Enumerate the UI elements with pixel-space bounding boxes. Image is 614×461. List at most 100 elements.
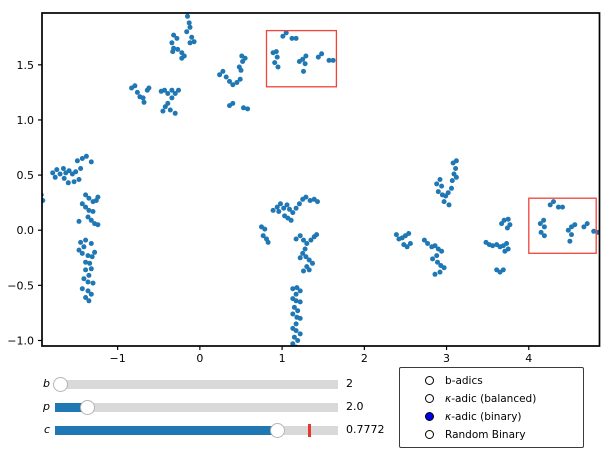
scatter-point <box>169 87 175 93</box>
scatter-point <box>500 267 506 273</box>
scatter-point <box>453 158 459 164</box>
scatter-point <box>293 236 299 242</box>
scatter-point <box>295 308 301 314</box>
scatter-point <box>505 216 511 222</box>
scatter-point <box>169 95 175 101</box>
scatter-point <box>76 247 82 253</box>
slider-handle-c[interactable] <box>269 423 285 438</box>
scatter-point <box>187 24 193 30</box>
slider-track-b[interactable] <box>52 377 338 392</box>
scatter-point <box>83 259 89 265</box>
scatter-point <box>297 315 303 321</box>
slider-label-p: p <box>43 400 50 413</box>
scatter-point <box>79 201 85 207</box>
scatter-point <box>260 233 266 239</box>
scatter-point <box>276 209 282 214</box>
scatter-point <box>300 56 306 62</box>
scatter-point <box>293 298 299 304</box>
legend: b-adics κ-adic (balanced) κ-adic (binary… <box>399 367 584 448</box>
x-tick-label: 0 <box>196 352 203 365</box>
slider-row-c: c 0.7772 <box>0 422 614 438</box>
scatter-point <box>445 190 451 196</box>
scatter-point <box>95 194 101 200</box>
legend-item-kadic-binary: κ-adic (binary) <box>400 408 583 426</box>
slider-handle-p[interactable] <box>80 400 95 415</box>
scatter-point <box>275 64 281 70</box>
scatter-point <box>296 201 302 207</box>
scatter-point <box>66 168 72 174</box>
scatter-point <box>167 107 173 113</box>
scatter-point <box>74 158 80 164</box>
scatter-point <box>85 288 91 294</box>
scatter-point <box>217 72 223 78</box>
legend-label: Random Binary <box>445 428 526 441</box>
scatter-point <box>162 104 168 110</box>
scatter-point <box>160 108 166 114</box>
scatter-point <box>434 253 440 259</box>
scatter-point <box>303 194 309 200</box>
scatter-point <box>547 202 553 208</box>
scatter-point <box>86 298 92 304</box>
scatter-point <box>227 78 232 84</box>
scatter-point <box>76 177 82 182</box>
axes-frame <box>41 12 601 347</box>
scatter-point <box>304 241 310 246</box>
x-tick-label: 2 <box>361 352 368 365</box>
legend-label: b-adics <box>445 374 483 387</box>
scatter-point <box>293 291 299 297</box>
scatter-point <box>278 201 283 207</box>
scatter-point <box>174 35 180 41</box>
scatter-point <box>283 30 289 36</box>
x-tick-label: 4 <box>525 352 532 365</box>
scatter-point <box>407 241 413 246</box>
scatter-point <box>76 218 82 224</box>
scatter-point <box>572 222 578 228</box>
scatter-point <box>169 40 175 46</box>
scatter-point <box>189 34 195 40</box>
scatter-point <box>88 217 94 223</box>
y-tick-label: 1.0 <box>17 114 35 127</box>
scatter-point <box>184 29 190 35</box>
scatter-point <box>293 328 299 334</box>
scatter-point <box>83 295 89 300</box>
y-tick-label: −0.5 <box>7 279 34 292</box>
scatter-point <box>83 153 89 159</box>
slider-handle-b[interactable] <box>52 377 68 392</box>
scatter-point <box>591 228 597 234</box>
scatter-point <box>291 334 297 340</box>
scatter-point <box>50 170 56 176</box>
y-tick-label: 0.5 <box>17 169 35 182</box>
scatter-point <box>306 257 312 263</box>
scatter-point <box>234 80 240 85</box>
scatter-point <box>432 243 438 249</box>
scatter-point <box>297 331 303 337</box>
scatter-point <box>191 39 197 45</box>
scatter-point <box>434 181 440 187</box>
scatter-point <box>265 239 271 245</box>
scatter-point <box>83 237 89 243</box>
scatter-point <box>293 205 299 211</box>
filled-circle-marker-icon <box>425 412 434 421</box>
scatter-point <box>287 206 292 212</box>
scatter-point <box>274 54 280 60</box>
scatter-point <box>439 248 445 254</box>
scatter-point <box>293 35 299 41</box>
scatter-point <box>88 291 94 297</box>
scatter-point <box>223 74 229 80</box>
legend-label: -adic (binary) <box>451 410 522 423</box>
scatter-point <box>294 285 300 291</box>
scatter-point <box>230 82 236 88</box>
scatter-point <box>290 311 296 317</box>
scatter-point <box>85 279 91 285</box>
slider-row-b: b 2 <box>0 376 614 392</box>
scatter-point <box>141 99 147 105</box>
scatter-point <box>140 95 146 101</box>
slider-track-c[interactable] <box>55 423 338 438</box>
scatter-point <box>86 195 92 201</box>
scatter-point <box>425 241 431 246</box>
scatter-point <box>90 209 96 214</box>
slider-label-c: c <box>43 423 50 436</box>
scatter-point <box>85 214 91 220</box>
slider-track-p[interactable] <box>55 400 338 415</box>
